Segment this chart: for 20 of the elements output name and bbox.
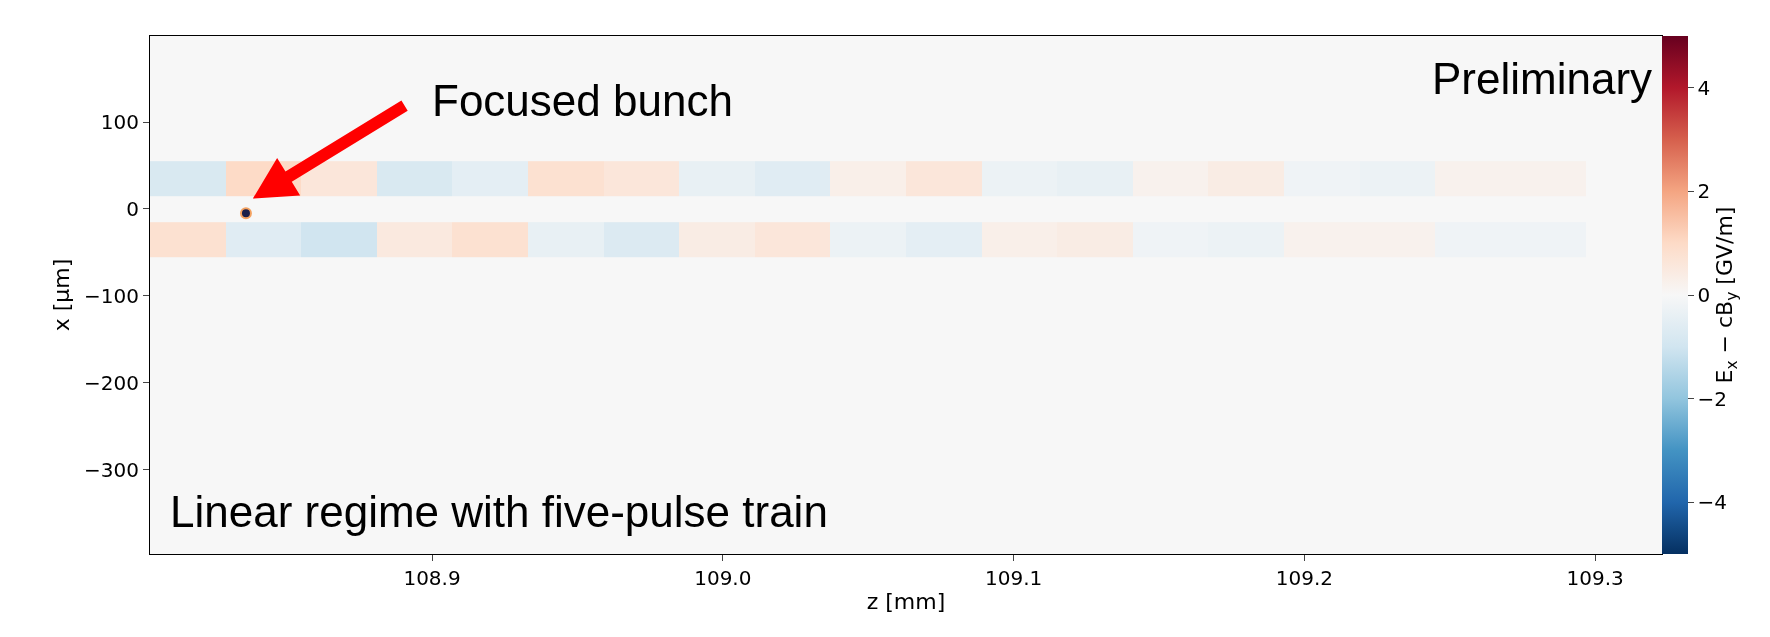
y-tick-label: −100 [84, 283, 139, 308]
y-tick-label: 100 [100, 110, 139, 135]
color-bar-label: −4 [1697, 490, 1727, 515]
color-bar-label: 4 [1697, 75, 1711, 100]
annotation: Preliminary [1432, 54, 1653, 103]
color-bar-label: 2 [1697, 179, 1711, 204]
y-tick-label: −300 [84, 457, 139, 482]
x-axis-title: z [mm] [866, 588, 946, 614]
y-tick-label: 0 [126, 196, 139, 221]
y-tick-label: −200 [84, 370, 139, 395]
x-tick-label: 108.9 [403, 566, 461, 590]
color-bar-label: 0 [1697, 283, 1711, 307]
annotation: Focused bunch [432, 76, 733, 125]
x-tick-label: 109.2 [1275, 566, 1333, 590]
x-tick-label: 109.1 [984, 566, 1043, 590]
x-tick-label: 109.3 [1566, 566, 1624, 590]
annotation: Linear regime with five-pulse train [170, 487, 828, 536]
color-bar-label: −2 [1697, 386, 1727, 411]
y-axis-title: x [µm] [48, 258, 74, 332]
x-tick-label: 109.0 [694, 566, 752, 590]
